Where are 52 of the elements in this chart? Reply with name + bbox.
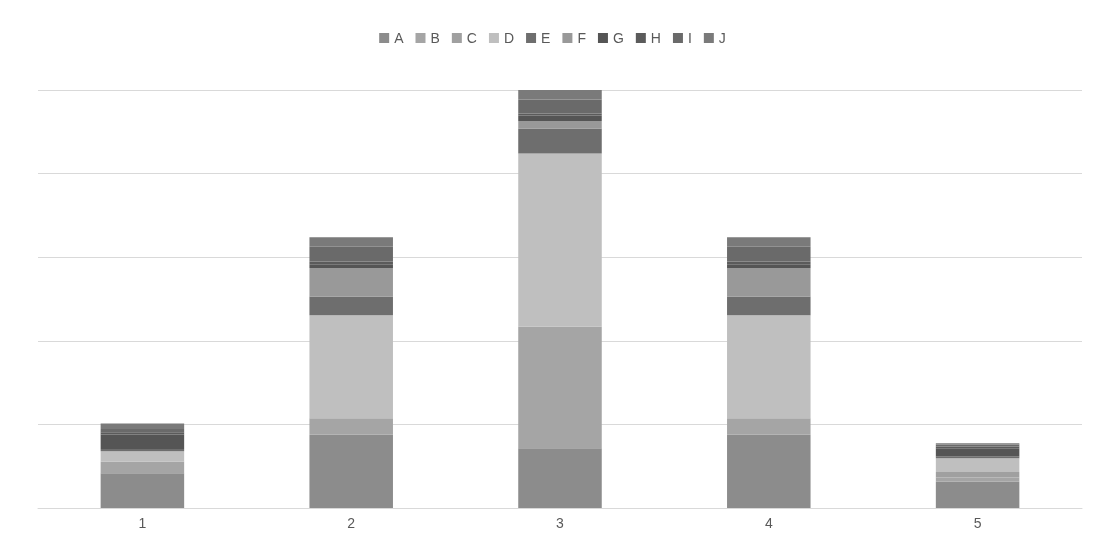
bar	[309, 246, 393, 262]
bar	[727, 237, 811, 247]
legend-label: F	[577, 30, 586, 46]
legend-label: E	[541, 30, 551, 46]
legend-label: I	[687, 30, 692, 46]
bar	[727, 246, 811, 262]
legend-label: H	[650, 30, 661, 46]
bar	[100, 449, 185, 452]
bar	[935, 456, 1020, 459]
bar	[727, 264, 811, 269]
bar	[727, 296, 811, 316]
legend-label: C	[466, 30, 477, 46]
bar	[727, 268, 811, 297]
bar	[518, 115, 602, 121]
bar	[727, 418, 811, 435]
bar	[309, 261, 393, 265]
bar	[518, 120, 602, 129]
x-tick-label: 4	[764, 515, 773, 531]
bar	[309, 315, 393, 419]
bar	[309, 418, 393, 435]
bar	[727, 261, 811, 265]
bar	[518, 128, 602, 154]
bar	[309, 268, 393, 297]
bar	[100, 451, 185, 462]
x-tick-label: 5	[973, 515, 982, 531]
legend-label: B	[430, 30, 440, 46]
bar	[727, 434, 811, 508]
legend-label: J	[718, 30, 726, 46]
bar	[727, 315, 811, 419]
legend-label: A	[394, 30, 405, 46]
bar	[100, 473, 185, 508]
bar	[100, 461, 185, 474]
bar	[518, 326, 602, 449]
bar	[518, 90, 602, 100]
bar	[309, 296, 393, 316]
bar	[100, 434, 185, 450]
bar	[518, 99, 602, 114]
bar	[100, 423, 185, 429]
legend-label: G	[612, 30, 624, 46]
x-tick-label: 1	[138, 515, 147, 531]
bar	[309, 264, 393, 269]
bar	[309, 237, 393, 247]
bar	[935, 458, 1020, 473]
bar	[309, 434, 393, 508]
bar	[935, 448, 1020, 457]
bar	[935, 472, 1020, 478]
legend-label: D	[503, 30, 515, 46]
bar	[935, 481, 1020, 508]
x-tick-label: 2	[347, 515, 356, 531]
bar	[518, 448, 602, 508]
x-tick-label: 3	[556, 515, 565, 531]
bar	[518, 153, 602, 327]
